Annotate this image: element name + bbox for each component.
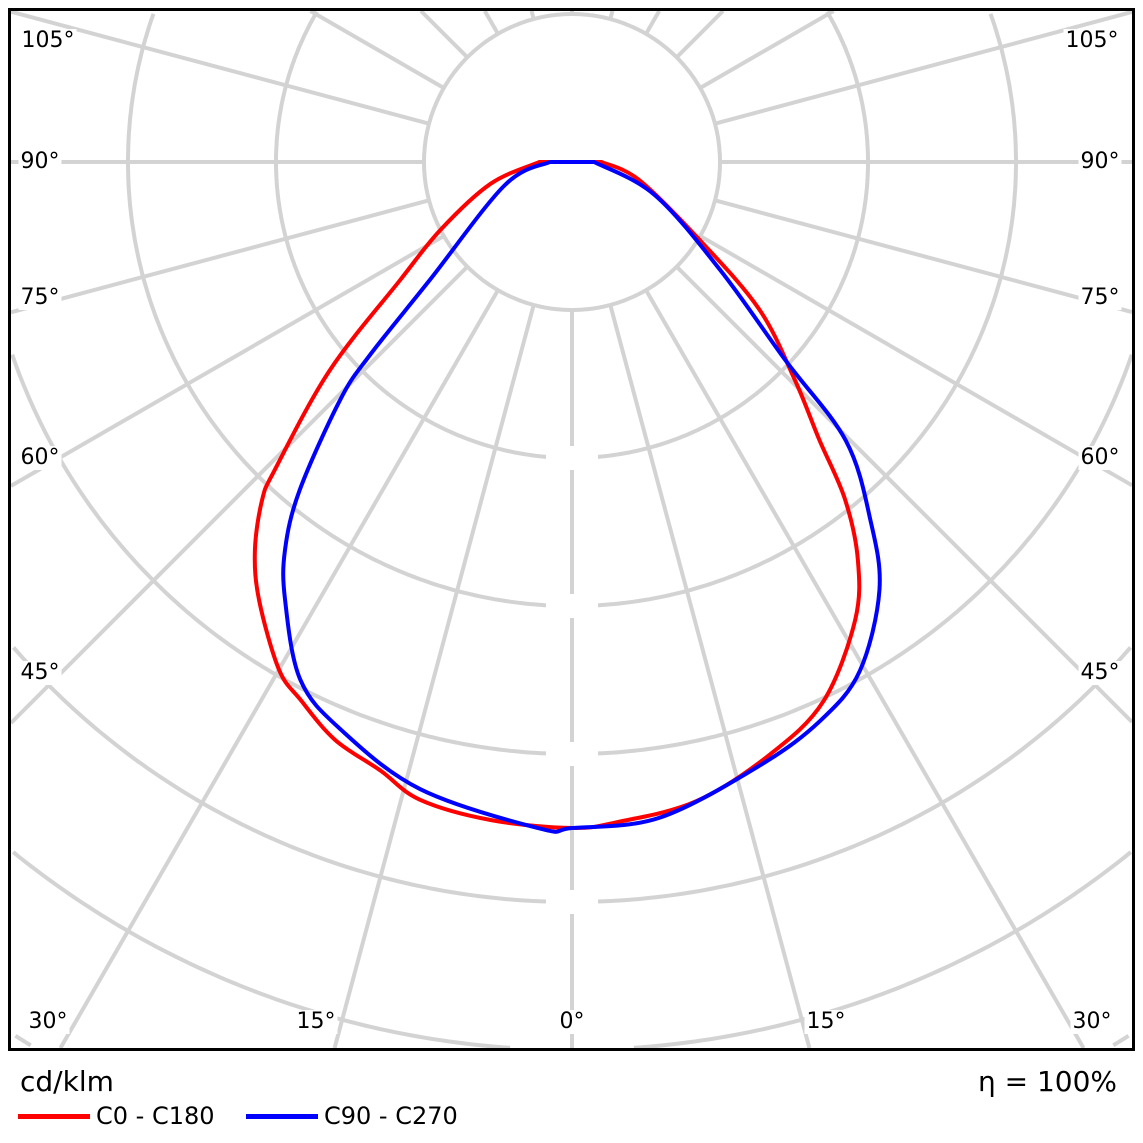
grid-ring xyxy=(126,13,1018,608)
curves xyxy=(252,160,882,834)
grid-spoke xyxy=(419,9,469,59)
grid-spoke xyxy=(714,198,1133,314)
angle-label-bottom-15-right: 15° xyxy=(804,1009,848,1034)
grid-spoke xyxy=(10,198,430,315)
grid-spoke xyxy=(675,265,1134,724)
ring-label-gap xyxy=(546,446,598,470)
grid-spoke xyxy=(332,304,536,1049)
angle-label-left-90: 90° xyxy=(18,149,62,174)
grid-spoke xyxy=(608,304,812,1049)
angle-label-left-45: 45° xyxy=(18,660,62,685)
grid-spoke xyxy=(699,234,1134,488)
legend-item-c90-c270: C90 - C270 xyxy=(246,1102,458,1130)
plot-border xyxy=(8,8,1135,1051)
unit-label: cd/klm xyxy=(20,1065,114,1098)
angle-label-left-60: 60° xyxy=(18,445,62,470)
grid-spoke xyxy=(529,10,536,20)
angle-label-bottom-30-right: 30° xyxy=(1070,1009,1114,1034)
grid-spoke xyxy=(608,10,615,20)
legend-item-c0-c180: C0 - C180 xyxy=(18,1102,215,1130)
series-curve-c0-c180 xyxy=(252,160,862,831)
legend-label: C90 - C270 xyxy=(324,1102,458,1130)
efficiency-label: η = 100% xyxy=(977,1065,1117,1098)
grid-ring xyxy=(14,1034,1130,1048)
grid-spoke xyxy=(644,10,661,35)
legend-swatch-blue xyxy=(246,1113,318,1119)
grid-spoke xyxy=(10,234,445,488)
angle-label-right-60: 60° xyxy=(1078,445,1122,470)
grid-spoke xyxy=(675,9,725,59)
ring-label-gap xyxy=(546,594,598,618)
legend-swatch-red xyxy=(18,1113,90,1119)
grid-ring xyxy=(12,646,1132,904)
grid-spoke xyxy=(699,9,835,90)
grid-spoke xyxy=(483,9,500,35)
angle-label-right-75: 75° xyxy=(1078,285,1122,310)
ring-label-gap xyxy=(546,742,598,766)
angle-label-bottom-0: 0° xyxy=(557,1009,587,1034)
angle-label-bottom-30-left: 30° xyxy=(26,1009,70,1034)
grid-spoke xyxy=(309,9,445,90)
angle-label-right-105: 105° xyxy=(1063,28,1121,53)
angle-label-right-45: 45° xyxy=(1078,660,1122,685)
polar-grid xyxy=(9,9,1134,1050)
legend-label: C0 - C180 xyxy=(96,1102,215,1130)
grid-ring xyxy=(11,850,1133,1050)
series-curve-c90-c270 xyxy=(281,160,882,834)
angle-label-left-105: 105° xyxy=(19,28,77,53)
angle-label-left-75: 75° xyxy=(18,285,62,310)
grid-spoke xyxy=(9,265,469,725)
grid-spoke xyxy=(10,9,430,126)
angle-label-bottom-15-left: 15° xyxy=(294,1009,338,1034)
grid-spoke xyxy=(714,10,1133,126)
grid-spoke xyxy=(644,289,1086,1050)
angle-label-right-90: 90° xyxy=(1078,149,1122,174)
ring-label-gap xyxy=(546,890,598,914)
